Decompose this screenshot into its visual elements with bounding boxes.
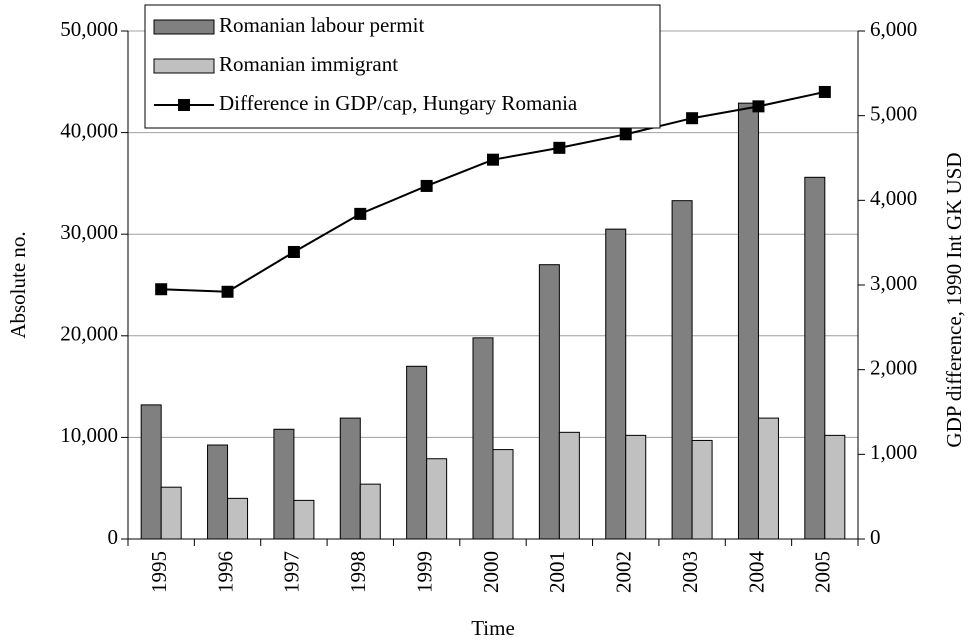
x-tick-label: 2001 <box>545 551 569 593</box>
bar <box>359 483 381 540</box>
bar <box>227 497 249 540</box>
y-tick-label: 10,000 <box>60 423 118 447</box>
y2-tick-label: 0 <box>870 525 881 549</box>
line-marker <box>354 207 367 220</box>
x-tick-label: 1997 <box>280 551 304 593</box>
x-tick-label: 2003 <box>678 551 702 593</box>
bar <box>605 228 627 540</box>
x-tick-label: 2005 <box>811 551 835 593</box>
bar <box>160 486 182 540</box>
y-tick-label: 20,000 <box>60 322 118 346</box>
bar <box>538 264 560 540</box>
line-marker <box>420 179 433 192</box>
bar <box>691 439 713 540</box>
bar <box>757 417 779 540</box>
y2-tick-label: 3,000 <box>870 271 917 295</box>
line-marker <box>287 245 300 258</box>
bar <box>339 417 361 540</box>
line-marker <box>686 112 699 125</box>
y-tick-label: 50,000 <box>60 17 118 41</box>
bar <box>472 337 494 540</box>
bar <box>273 428 295 540</box>
line-marker <box>818 85 831 98</box>
bar <box>140 404 162 540</box>
y2-tick-label: 5,000 <box>870 101 917 125</box>
y2-tick-label: 4,000 <box>870 186 917 210</box>
bar <box>804 176 826 540</box>
legend-box <box>144 4 661 129</box>
y2-tick-label: 1,000 <box>870 440 917 464</box>
legend-label: Difference in GDP/cap, Hungary Romania <box>219 91 578 115</box>
bar <box>406 365 428 540</box>
bar <box>737 102 759 540</box>
y2-tick-label: 2,000 <box>870 355 917 379</box>
x-tick-label: 2000 <box>479 551 503 593</box>
x-tick-label: 1995 <box>147 551 171 593</box>
line-marker <box>487 153 499 166</box>
x-axis-title: Time <box>471 616 515 640</box>
bar <box>558 431 580 540</box>
bar <box>671 200 693 540</box>
line-marker <box>752 100 765 113</box>
line-marker <box>221 285 234 298</box>
legend-swatch <box>153 58 215 74</box>
x-tick-label: 1996 <box>213 551 237 593</box>
y-tick-label: 30,000 <box>60 220 118 244</box>
bar <box>293 499 315 540</box>
legend-swatch <box>153 19 215 35</box>
x-tick-label: 2002 <box>612 551 636 593</box>
bar <box>207 444 229 540</box>
x-tick-label: 1998 <box>346 551 370 593</box>
y2-axis-title: GDP difference, 1990 Int GK USD <box>942 152 966 447</box>
bar <box>426 458 448 540</box>
line-marker <box>553 141 566 154</box>
y-tick-label: 40,000 <box>60 118 118 142</box>
legend-label: Romanian immigrant <box>219 52 398 76</box>
bar <box>824 434 846 540</box>
legend-marker <box>178 99 190 111</box>
line-marker <box>619 128 632 141</box>
line-marker <box>155 283 168 296</box>
x-tick-label: 1999 <box>412 551 436 593</box>
y-tick-label: 0 <box>108 525 119 549</box>
bar <box>625 434 647 540</box>
bar <box>492 449 514 540</box>
legend-label: Romanian labour permit <box>219 13 424 37</box>
x-tick-label: 2004 <box>744 551 768 594</box>
y-axis-title: Absolute no. <box>6 231 30 338</box>
y2-tick-label: 6,000 <box>870 17 917 41</box>
